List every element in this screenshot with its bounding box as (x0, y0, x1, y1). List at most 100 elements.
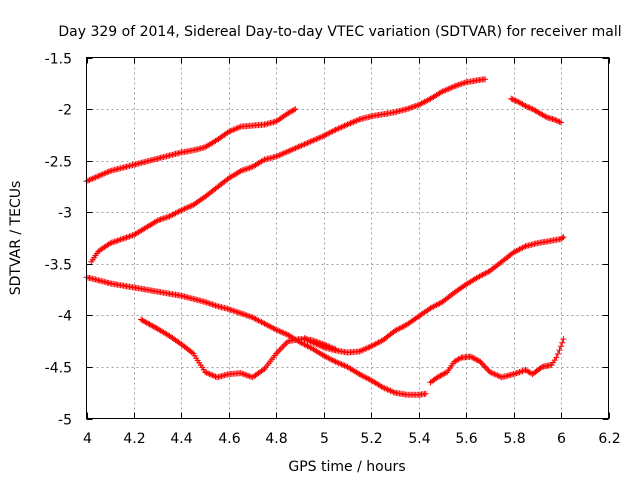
data-point (340, 123, 347, 130)
y-tick-label: -5 (58, 413, 72, 429)
data-point (356, 348, 363, 355)
data-point (473, 356, 480, 363)
data-point (182, 205, 189, 212)
data-point (558, 119, 564, 126)
data-point (542, 113, 549, 120)
x-axis-label: GPS time / hours (288, 459, 405, 475)
y-tick-label: -4 (58, 309, 72, 325)
x-tick-label: 4.6 (218, 431, 240, 447)
data-point (313, 136, 320, 143)
x-tick-label: 4.8 (265, 431, 287, 447)
data-point (225, 128, 232, 135)
data-point (286, 147, 293, 154)
x-tick-label: 4 (83, 431, 92, 447)
x-tick-label: 6.2 (598, 431, 620, 447)
data-point (457, 355, 463, 362)
data-point (560, 234, 567, 240)
series-6 (138, 316, 339, 381)
x-tick-label: 5 (320, 431, 329, 447)
data-point (555, 118, 562, 125)
data-point (525, 104, 532, 111)
x-tick-label: 4.4 (170, 431, 192, 447)
data-point (234, 124, 241, 131)
series-2 (88, 76, 489, 265)
x-tick-label: 5.8 (503, 431, 525, 447)
plot-frame (86, 57, 609, 419)
x-tick-label: 4.2 (123, 431, 145, 447)
tick-marks (86, 57, 610, 420)
y-tick-labels: -1.5 -2 -2.5 -3 -3.5 -4 -4.5 -5 (45, 52, 72, 429)
data-point (553, 117, 560, 124)
data-point (277, 151, 284, 158)
data-point (537, 365, 544, 371)
data-point (365, 344, 372, 351)
data-point (295, 143, 302, 150)
data-point (554, 350, 561, 357)
data-point (556, 118, 563, 125)
data-point (277, 328, 284, 335)
data-point (86, 177, 93, 183)
data-point (486, 369, 493, 376)
data-point (559, 339, 566, 346)
data-point (331, 358, 338, 364)
data-point (438, 372, 445, 378)
data-point (304, 140, 311, 146)
data-point (526, 104, 533, 111)
data-point (331, 345, 338, 352)
data-point (495, 373, 502, 379)
data-point (477, 358, 484, 365)
data-point (156, 217, 163, 223)
x-tick-label: 5.6 (455, 431, 477, 447)
series-markers (83, 76, 567, 398)
data-point (553, 354, 560, 361)
data-point (434, 374, 441, 381)
data-point (556, 347, 563, 354)
data-point (104, 169, 111, 176)
y-tick-label: -2 (58, 103, 72, 119)
x-tick-label: 6 (557, 431, 566, 447)
chart-title: Day 329 of 2014, Sidereal Day-to-day VTE… (58, 24, 621, 40)
series-7 (427, 336, 567, 386)
data-point (340, 362, 347, 368)
x-tick-label: 5.4 (408, 431, 430, 447)
data-point (209, 372, 216, 379)
data-point (331, 127, 338, 134)
series-3 (508, 95, 564, 126)
data-point (452, 82, 459, 89)
data-point (469, 354, 476, 361)
data-point (560, 336, 567, 343)
data-point (290, 106, 297, 113)
y-tick-label: -1.5 (45, 52, 72, 68)
data-point (559, 235, 566, 241)
y-tick-label: -3.5 (45, 258, 72, 274)
y-tick-label: -3 (58, 206, 72, 222)
data-point (422, 390, 429, 397)
data-point (523, 103, 530, 110)
data-point (165, 213, 172, 220)
data-point (95, 173, 102, 180)
data-point (332, 346, 339, 353)
data-point (322, 341, 329, 348)
data-point (150, 323, 157, 330)
y-tick-label: -2.5 (45, 155, 72, 171)
data-point (552, 117, 559, 123)
series-4 (83, 274, 429, 398)
data-point (383, 385, 390, 392)
data-point (512, 97, 519, 104)
y-axis-label: SDTVAR / TECUs (8, 181, 24, 296)
data-point (292, 106, 299, 113)
data-point (443, 86, 450, 93)
y-tick-label: -4.5 (45, 361, 72, 377)
data-point (442, 369, 449, 376)
data-point (482, 76, 489, 83)
data-point (511, 97, 518, 103)
x-tick-label: 5.2 (360, 431, 382, 447)
data-point (558, 343, 564, 350)
data-point (482, 364, 489, 371)
data-point (522, 103, 529, 109)
data-point (508, 95, 515, 102)
data-point (347, 120, 354, 127)
x-tick-labels: 4 4.2 4.4 4.6 4.8 5 5.2 5.4 5.6 5.8 6 6.2 (83, 431, 621, 447)
